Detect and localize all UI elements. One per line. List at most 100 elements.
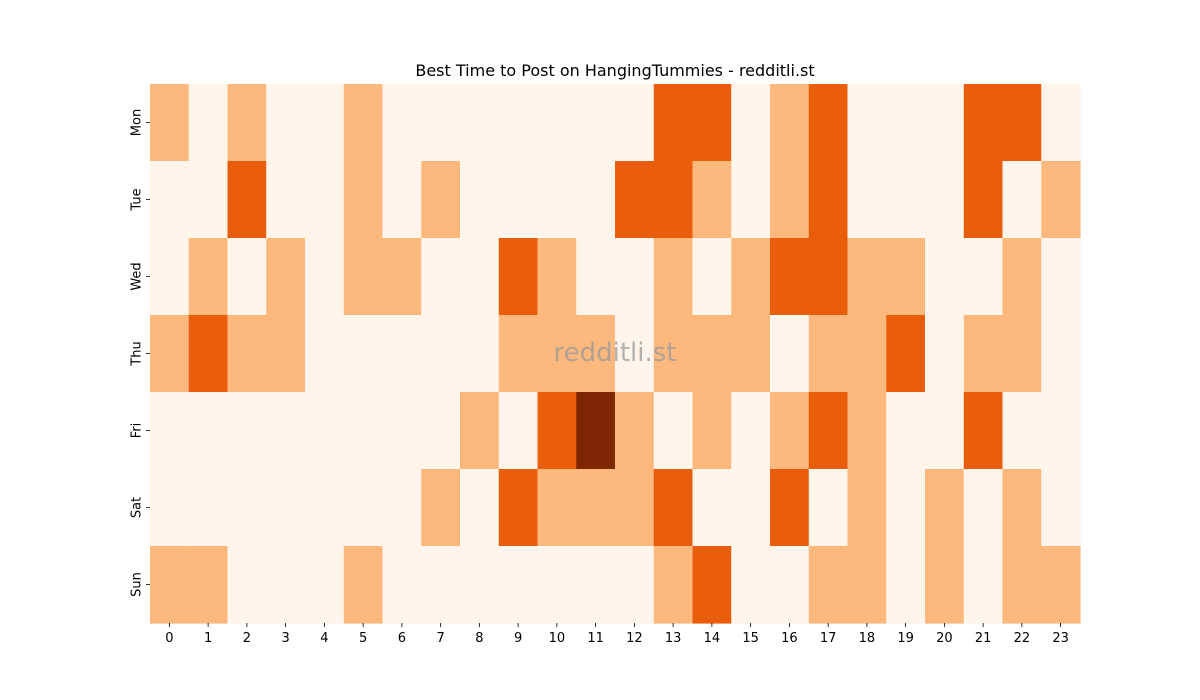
heatmap-cell-thu-23	[1041, 315, 1081, 393]
heatmap-cell-tue-10	[537, 161, 577, 239]
heatmap-cell-wed-0	[150, 238, 190, 316]
heatmap-cell-fri-0	[150, 392, 190, 470]
heatmap-cell-sun-16	[770, 546, 810, 624]
heatmap-cell-thu-0	[150, 315, 190, 393]
heatmap-cell-sat-14	[692, 469, 732, 547]
heatmap-cell-fri-23	[1041, 392, 1081, 470]
heatmap-cell-sat-4	[305, 469, 345, 547]
y-tick-label-wed: Wed	[130, 262, 145, 290]
heatmap-cell-sun-10	[537, 546, 577, 624]
heatmap-cell-fri-12	[615, 392, 655, 470]
x-tick-label-20: 20	[936, 631, 953, 646]
heatmap-cell-tue-2	[227, 161, 267, 239]
heatmap-cell-sun-14	[692, 546, 732, 624]
heatmap-cell-tue-13	[653, 161, 694, 239]
heatmap-cell-sat-16	[770, 469, 810, 547]
heatmap-cell-fri-16	[770, 392, 810, 470]
x-tick-label-11: 11	[587, 631, 604, 646]
heatmap-cell-fri-20	[925, 392, 965, 470]
heatmap-cell-sun-12	[615, 546, 655, 624]
heatmap-cell-sun-3	[266, 546, 306, 624]
x-tick-label-7: 7	[436, 631, 444, 646]
heatmap-cell-sun-9	[498, 546, 539, 624]
heatmap-cell-mon-12	[615, 84, 655, 162]
heatmap-cell-sat-9	[498, 469, 539, 547]
x-tick-label-23: 23	[1052, 631, 1069, 646]
heatmap-axes: 0 1 2 3 4 5 6 7 8 9 10 11 12 13 14 15 16 17 18 19 20 21 22 23Mo…	[130, 109, 1069, 646]
heatmap-cell-tue-19	[886, 161, 926, 239]
heatmap-cell-thu-17	[808, 315, 849, 393]
heatmap-cell-fri-17	[808, 392, 849, 470]
heatmap-cell-fri-13	[653, 392, 694, 470]
heatmap-cell-fri-21	[963, 392, 1004, 470]
heatmap-cell-sat-19	[886, 469, 926, 547]
heatmap-cell-wed-5	[343, 238, 384, 316]
heatmap-cell-fri-2	[227, 392, 267, 470]
heatmap-cell-thu-11	[576, 315, 616, 393]
heatmap-cell-thu-3	[266, 315, 306, 393]
heatmap-cell-mon-15	[731, 84, 771, 162]
heatmap-cell-wed-13	[653, 238, 694, 316]
x-tick-label-10: 10	[549, 631, 566, 646]
heatmap-cell-fri-4	[305, 392, 345, 470]
heatmap-cell-sun-22	[1002, 546, 1042, 624]
heatmap-cell-sat-15	[731, 469, 771, 547]
heatmap-cell-fri-14	[692, 392, 732, 470]
heatmap-cell-sun-20	[925, 546, 965, 624]
y-tick-label-sun: Sun	[130, 572, 145, 597]
heatmap-cell-mon-23	[1041, 84, 1081, 162]
heatmap-cell-mon-20	[925, 84, 965, 162]
heatmap-cell-sun-1	[188, 546, 229, 624]
heatmap-cell-wed-22	[1002, 238, 1042, 316]
y-tick-label-fri: Fri	[130, 423, 145, 439]
heatmap-cell-wed-3	[266, 238, 306, 316]
heatmap-cell-mon-5	[343, 84, 384, 162]
heatmap-cell-thu-21	[963, 315, 1004, 393]
heatmap-cell-tue-22	[1002, 161, 1042, 239]
heatmap-cell-thu-8	[460, 315, 500, 393]
heatmap-cell-fri-1	[188, 392, 229, 470]
heatmap-cell-tue-5	[343, 161, 384, 239]
heatmap-cell-sun-17	[808, 546, 849, 624]
heatmap-cell-mon-13	[653, 84, 694, 162]
heatmap-cell-sat-2	[227, 469, 267, 547]
heatmap-cell-wed-4	[305, 238, 345, 316]
x-tick-label-15: 15	[742, 631, 759, 646]
heatmap-cell-sat-17	[808, 469, 849, 547]
heatmap-cell-sun-21	[963, 546, 1004, 624]
heatmap-cell-wed-15	[731, 238, 771, 316]
heatmap-cell-sat-10	[537, 469, 577, 547]
heatmap-cell-sat-11	[576, 469, 616, 547]
heatmap-cell-wed-14	[692, 238, 732, 316]
x-tick-label-21: 21	[975, 631, 992, 646]
heatmap-cell-sat-0	[150, 469, 190, 547]
heatmap-cell-sun-15	[731, 546, 771, 624]
heatmap-cell-wed-10	[537, 238, 577, 316]
heatmap-cell-wed-12	[615, 238, 655, 316]
x-tick-label-3: 3	[281, 631, 289, 646]
heatmap-cell-wed-18	[847, 238, 887, 316]
heatmap-cell-sat-1	[188, 469, 229, 547]
heatmap-cell-tue-21	[963, 161, 1004, 239]
heatmap-cell-thu-20	[925, 315, 965, 393]
heatmap-cell-sat-23	[1041, 469, 1081, 547]
heatmap-cell-mon-9	[498, 84, 539, 162]
x-tick-label-5: 5	[359, 631, 367, 646]
heatmap-cell-sat-12	[615, 469, 655, 547]
heatmap-cell-mon-19	[886, 84, 926, 162]
heatmap-cell-thu-5	[343, 315, 384, 393]
heatmap-cell-tue-1	[188, 161, 229, 239]
y-tick-label-thu: Thu	[130, 341, 145, 366]
x-tick-label-6: 6	[398, 631, 406, 646]
y-tick-label-tue: Tue	[130, 188, 145, 211]
heatmap-cell-tue-17	[808, 161, 849, 239]
x-tick-label-8: 8	[475, 631, 483, 646]
x-tick-label-1: 1	[204, 631, 212, 646]
heatmap-cell-wed-2	[227, 238, 267, 316]
heatmap-cell-mon-3	[266, 84, 306, 162]
heatmap-cell-fri-7	[421, 392, 461, 470]
heatmap-cell-fri-15	[731, 392, 771, 470]
heatmap-cell-tue-14	[692, 161, 732, 239]
heatmap-cell-sun-7	[421, 546, 461, 624]
heatmap-cell-fri-8	[460, 392, 500, 470]
